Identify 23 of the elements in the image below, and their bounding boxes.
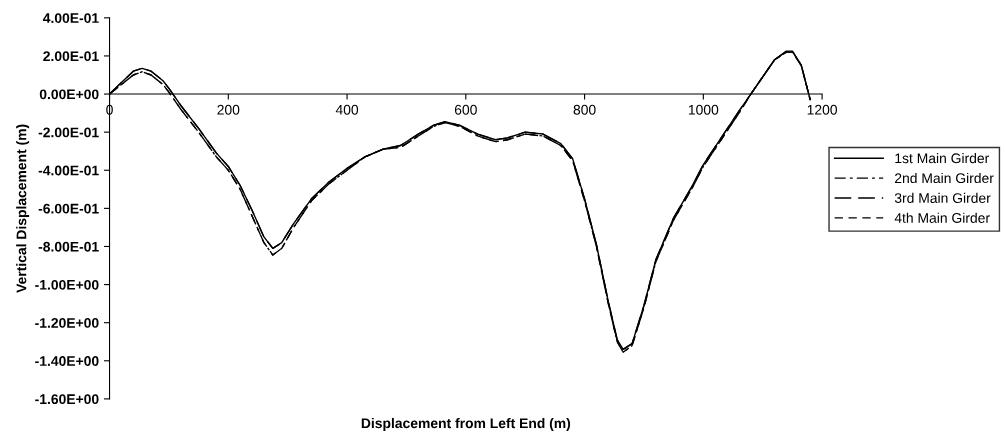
y-tick-label: -1.40E+00 — [35, 356, 99, 366]
y-tick-label: -6.00E-01 — [38, 203, 99, 214]
y-tick-label: -1.60E+00 — [35, 394, 99, 405]
y-tick-label: -2.00E-01 — [38, 127, 99, 138]
y-tick-label: 0.00E+00 — [39, 89, 99, 100]
x-axis-title: Displacement from Left End (m) — [361, 417, 571, 431]
legend-label: 1st Main Girder — [895, 153, 990, 164]
x-tick-label: 800 — [573, 104, 596, 115]
y-tick-label: -1.20E+00 — [35, 318, 99, 328]
legend-label: 3rd Main Girder — [894, 192, 991, 203]
x-tick-label: 1200 — [807, 104, 837, 115]
y-tick-label: -4.00E-01 — [38, 165, 99, 176]
x-tick-label: 200 — [217, 104, 240, 115]
y-axis-title: Vertical Displacement (m) — [16, 124, 30, 293]
y-tick-label: -8.00E-01 — [38, 241, 99, 252]
y-tick-label: 2.00E-01 — [43, 51, 99, 62]
legend-label: 4th Main Girder — [894, 212, 990, 223]
y-tick-label: -1.00E+00 — [35, 279, 99, 290]
legend-label: 2nd Main Girder — [895, 172, 994, 184]
y-tick-label: 4.00E-01 — [42, 13, 99, 23]
x-tick-label: 400 — [335, 104, 359, 115]
x-tick-label: 600 — [454, 104, 477, 115]
x-tick-label: 1000 — [688, 104, 719, 115]
